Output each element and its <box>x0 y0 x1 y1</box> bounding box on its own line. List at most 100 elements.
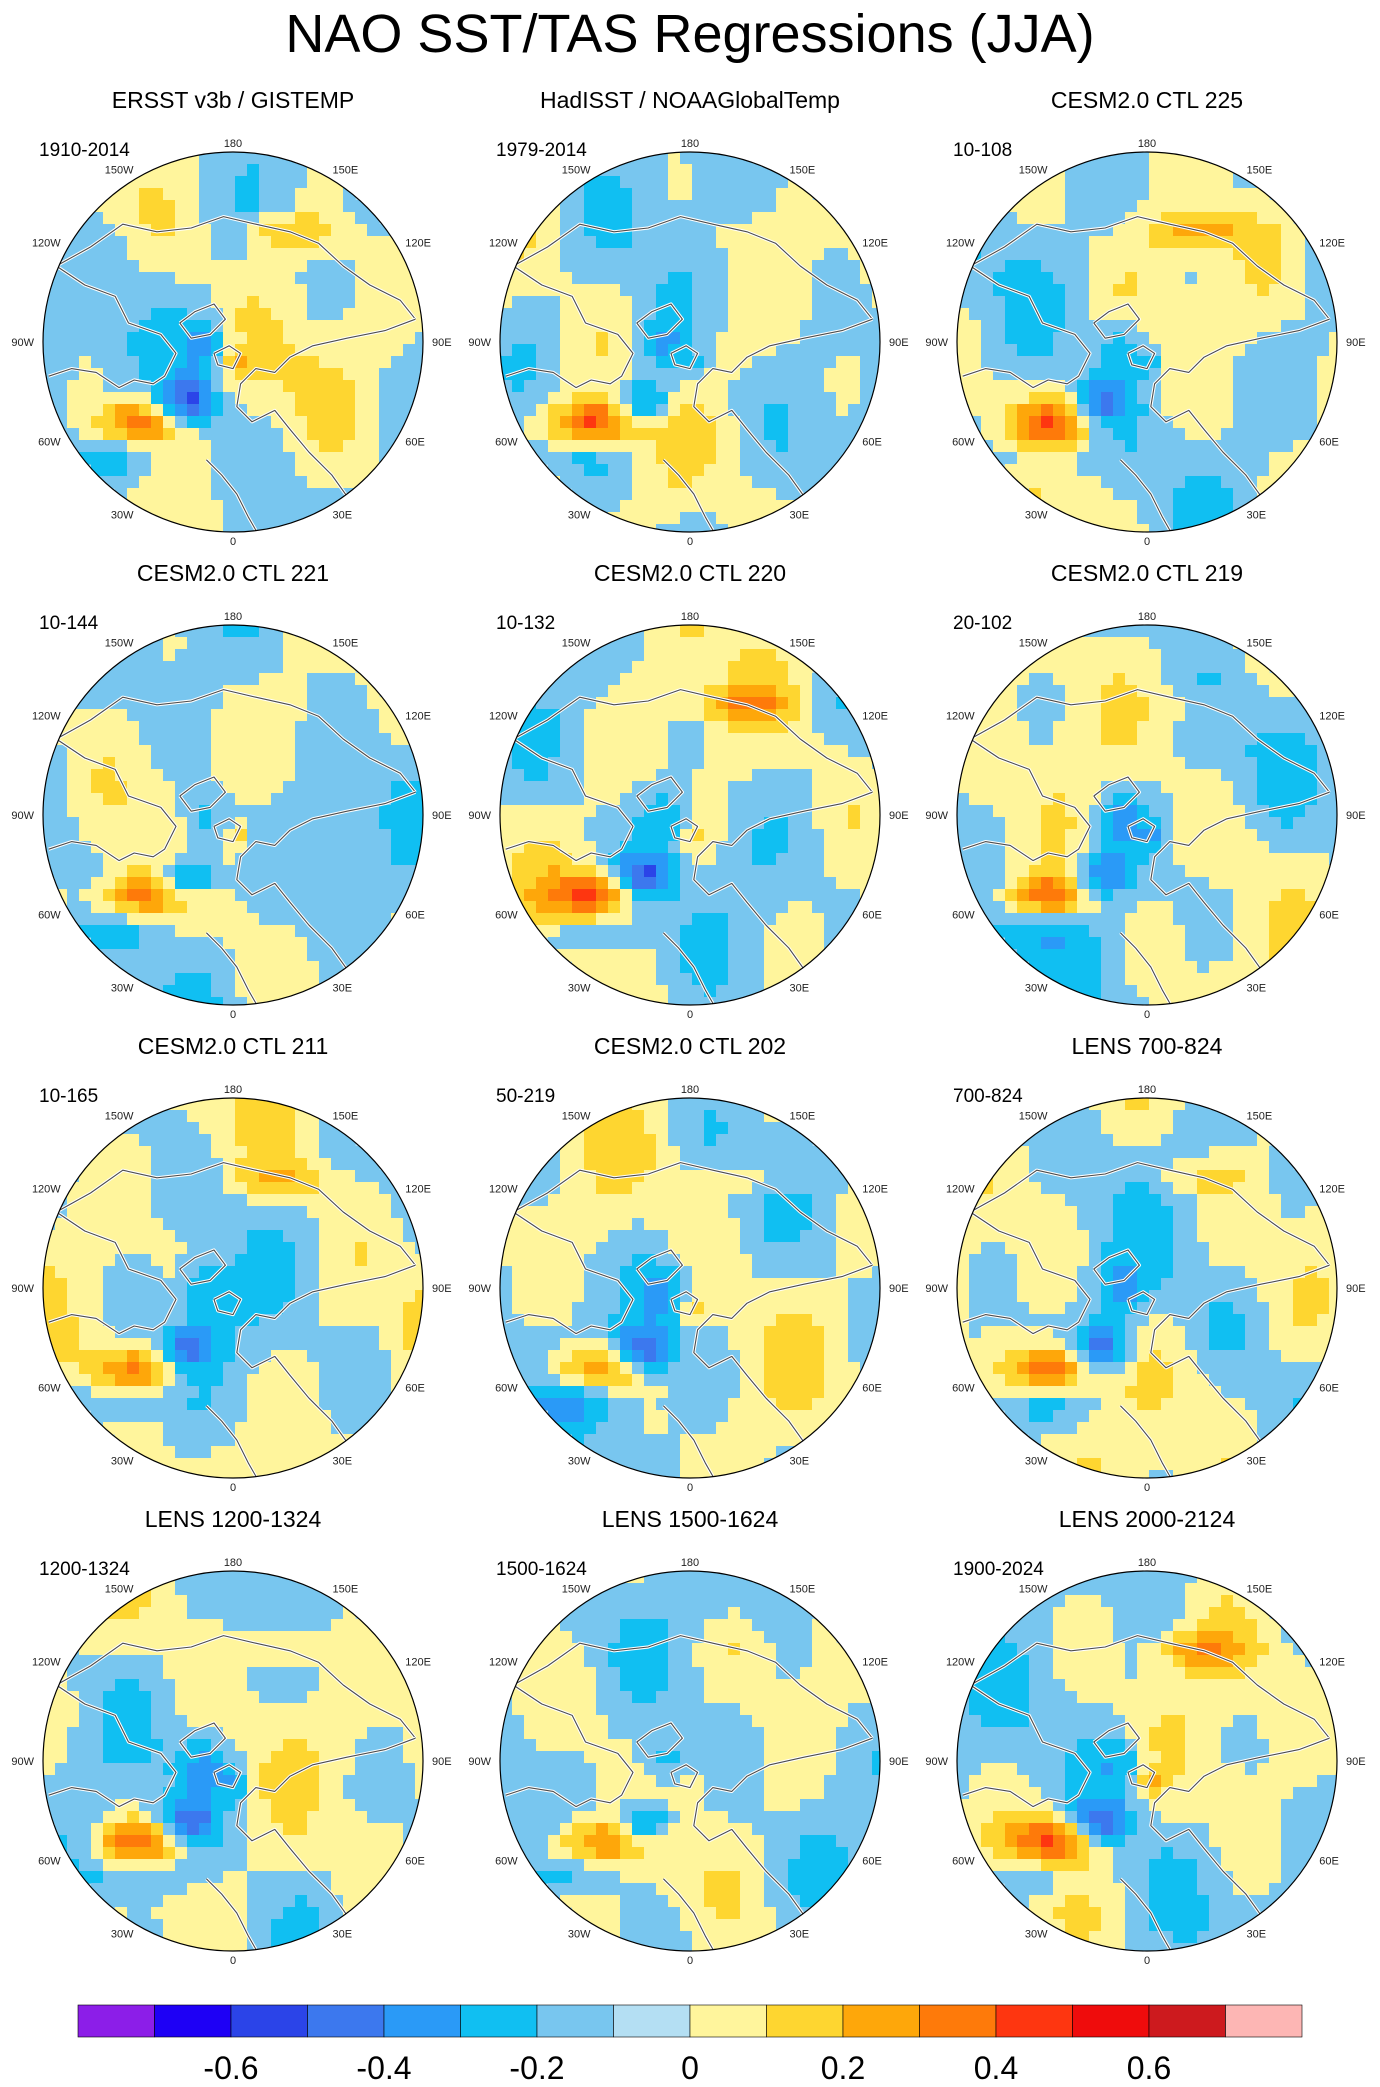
panel-period: 10-144 <box>39 613 99 634</box>
map-outline <box>499 624 881 1006</box>
panel-period: 1900-2024 <box>953 1559 1044 1580</box>
lon-label: 120W <box>32 238 61 250</box>
lon-label: 120E <box>1319 238 1345 250</box>
lon-label: 150E <box>790 638 816 650</box>
panel-period: 20-102 <box>953 613 1012 634</box>
colorbar-swatch <box>1225 2004 1303 2038</box>
lon-label: 30E <box>333 1455 353 1467</box>
lon-label: 30E <box>790 509 810 521</box>
figure-title: NAO SST/TAS Regressions (JJA) <box>285 4 1095 64</box>
lon-label: 0 <box>687 1482 693 1494</box>
lon-label: 0 <box>687 536 693 548</box>
lon-label: 180 <box>681 1084 699 1096</box>
panel-8: 180 150E 120E 90E 60E 30E 0 30W 60W 90W 120W 150W CE… <box>468 1033 908 1494</box>
lon-label: 0 <box>1144 1955 1150 1967</box>
lon-label: 30W <box>568 982 591 994</box>
lon-label: 60W <box>495 437 518 449</box>
colorbar-swatch <box>1148 2004 1226 2038</box>
colorbar-swatch <box>307 2004 385 2038</box>
panel-period: 10-165 <box>39 1086 98 1107</box>
lon-label: 150E <box>1247 1584 1273 1596</box>
panel-period: 1910-2014 <box>39 140 130 161</box>
lon-label: 120W <box>946 711 975 723</box>
lon-label: 90W <box>468 1283 491 1295</box>
lon-label: 120E <box>862 1657 888 1669</box>
map-outline <box>956 1570 1338 1952</box>
panel-5: 180 150E 120E 90E 60E 30E 0 30W 60W 90W 120W 150W CE… <box>468 560 908 1021</box>
colorbar-tick-label: -0.6 <box>203 2050 258 2086</box>
lon-label: 30E <box>1247 1455 1267 1467</box>
lon-label: 180 <box>224 611 242 623</box>
lon-label: 60W <box>952 1856 975 1868</box>
panel-field <box>500 152 880 532</box>
map-outline <box>956 151 1338 533</box>
panel-field <box>43 1571 423 1951</box>
panel-field <box>957 625 1337 1005</box>
lon-label: 60E <box>862 437 882 449</box>
lon-label: 180 <box>681 611 699 623</box>
panel-6: 180 150E 120E 90E 60E 30E 0 30W 60W 90W 120W 150W CE… <box>925 560 1365 1021</box>
lon-label: 30E <box>790 982 810 994</box>
lon-label: 60E <box>862 910 882 922</box>
colorbar-tick-label: 0.2 <box>821 2050 865 2086</box>
map-outline <box>499 151 881 533</box>
panel-12: 180 150E 120E 90E 60E 30E 0 30W 60W 90W 120W 150W LE… <box>925 1506 1365 1967</box>
lon-label: 0 <box>230 1009 236 1021</box>
lon-label: 150W <box>562 165 591 177</box>
lon-label: 90W <box>925 1283 948 1295</box>
panel-field <box>43 1098 423 1478</box>
lon-label: 90E <box>432 1756 452 1768</box>
lon-label: 60W <box>952 1383 975 1395</box>
lon-label: 60W <box>952 910 975 922</box>
lon-label: 120E <box>862 1184 888 1196</box>
panel-field <box>500 1098 880 1478</box>
lon-label: 30W <box>1025 1455 1048 1467</box>
lon-label: 30W <box>111 1455 134 1467</box>
colorbar-swatch <box>383 2004 461 2038</box>
lon-label: 0 <box>230 1482 236 1494</box>
lon-label: 90E <box>889 337 909 349</box>
lon-label: 30E <box>333 982 353 994</box>
map-outline <box>42 1097 424 1479</box>
lon-label: 60E <box>405 1856 425 1868</box>
panel-title: LENS 2000-2124 <box>1059 1506 1236 1532</box>
lon-label: 30W <box>111 509 134 521</box>
lon-label: 90W <box>925 810 948 822</box>
lon-label: 120W <box>489 711 518 723</box>
panel-title: CESM2.0 CTL 225 <box>1051 87 1243 113</box>
panel-field <box>957 152 1337 532</box>
lon-label: 150E <box>790 1584 816 1596</box>
colorbar-swatch <box>230 2004 308 2038</box>
colorbar-swatch <box>613 2004 691 2038</box>
lon-label: 0 <box>687 1955 693 1967</box>
panel-title: LENS 1500-1624 <box>602 1506 779 1532</box>
lon-label: 150W <box>1019 1584 1048 1596</box>
lon-label: 120W <box>489 238 518 250</box>
colorbar-swatch <box>77 2004 155 2038</box>
panel-period: 1979-2014 <box>496 140 587 161</box>
lon-label: 120W <box>946 1657 975 1669</box>
lon-label: 90W <box>468 337 491 349</box>
lon-label: 120W <box>32 1657 61 1669</box>
lon-label: 60E <box>862 1383 882 1395</box>
lon-label: 150W <box>105 638 134 650</box>
lon-label: 0 <box>1144 1482 1150 1494</box>
colorbar-swatch <box>689 2004 767 2038</box>
lon-label: 90E <box>1346 1283 1366 1295</box>
lon-label: 150E <box>1247 165 1273 177</box>
lon-label: 0 <box>687 1009 693 1021</box>
lon-label: 90E <box>432 337 452 349</box>
lon-label: 90E <box>432 1283 452 1295</box>
lon-label: 60W <box>38 437 61 449</box>
colorbar-swatch <box>995 2004 1073 2038</box>
lon-label: 30W <box>1025 982 1048 994</box>
map-outline <box>42 1570 424 1952</box>
lon-label: 120W <box>32 1184 61 1196</box>
lon-label: 30E <box>1247 509 1267 521</box>
lon-label: 30W <box>111 1928 134 1940</box>
colorbar-tick-label: 0.6 <box>1127 2050 1171 2086</box>
lon-label: 30E <box>1247 1928 1267 1940</box>
lon-label: 150E <box>333 1584 359 1596</box>
lon-label: 180 <box>1138 138 1156 150</box>
lon-label: 60E <box>405 910 425 922</box>
